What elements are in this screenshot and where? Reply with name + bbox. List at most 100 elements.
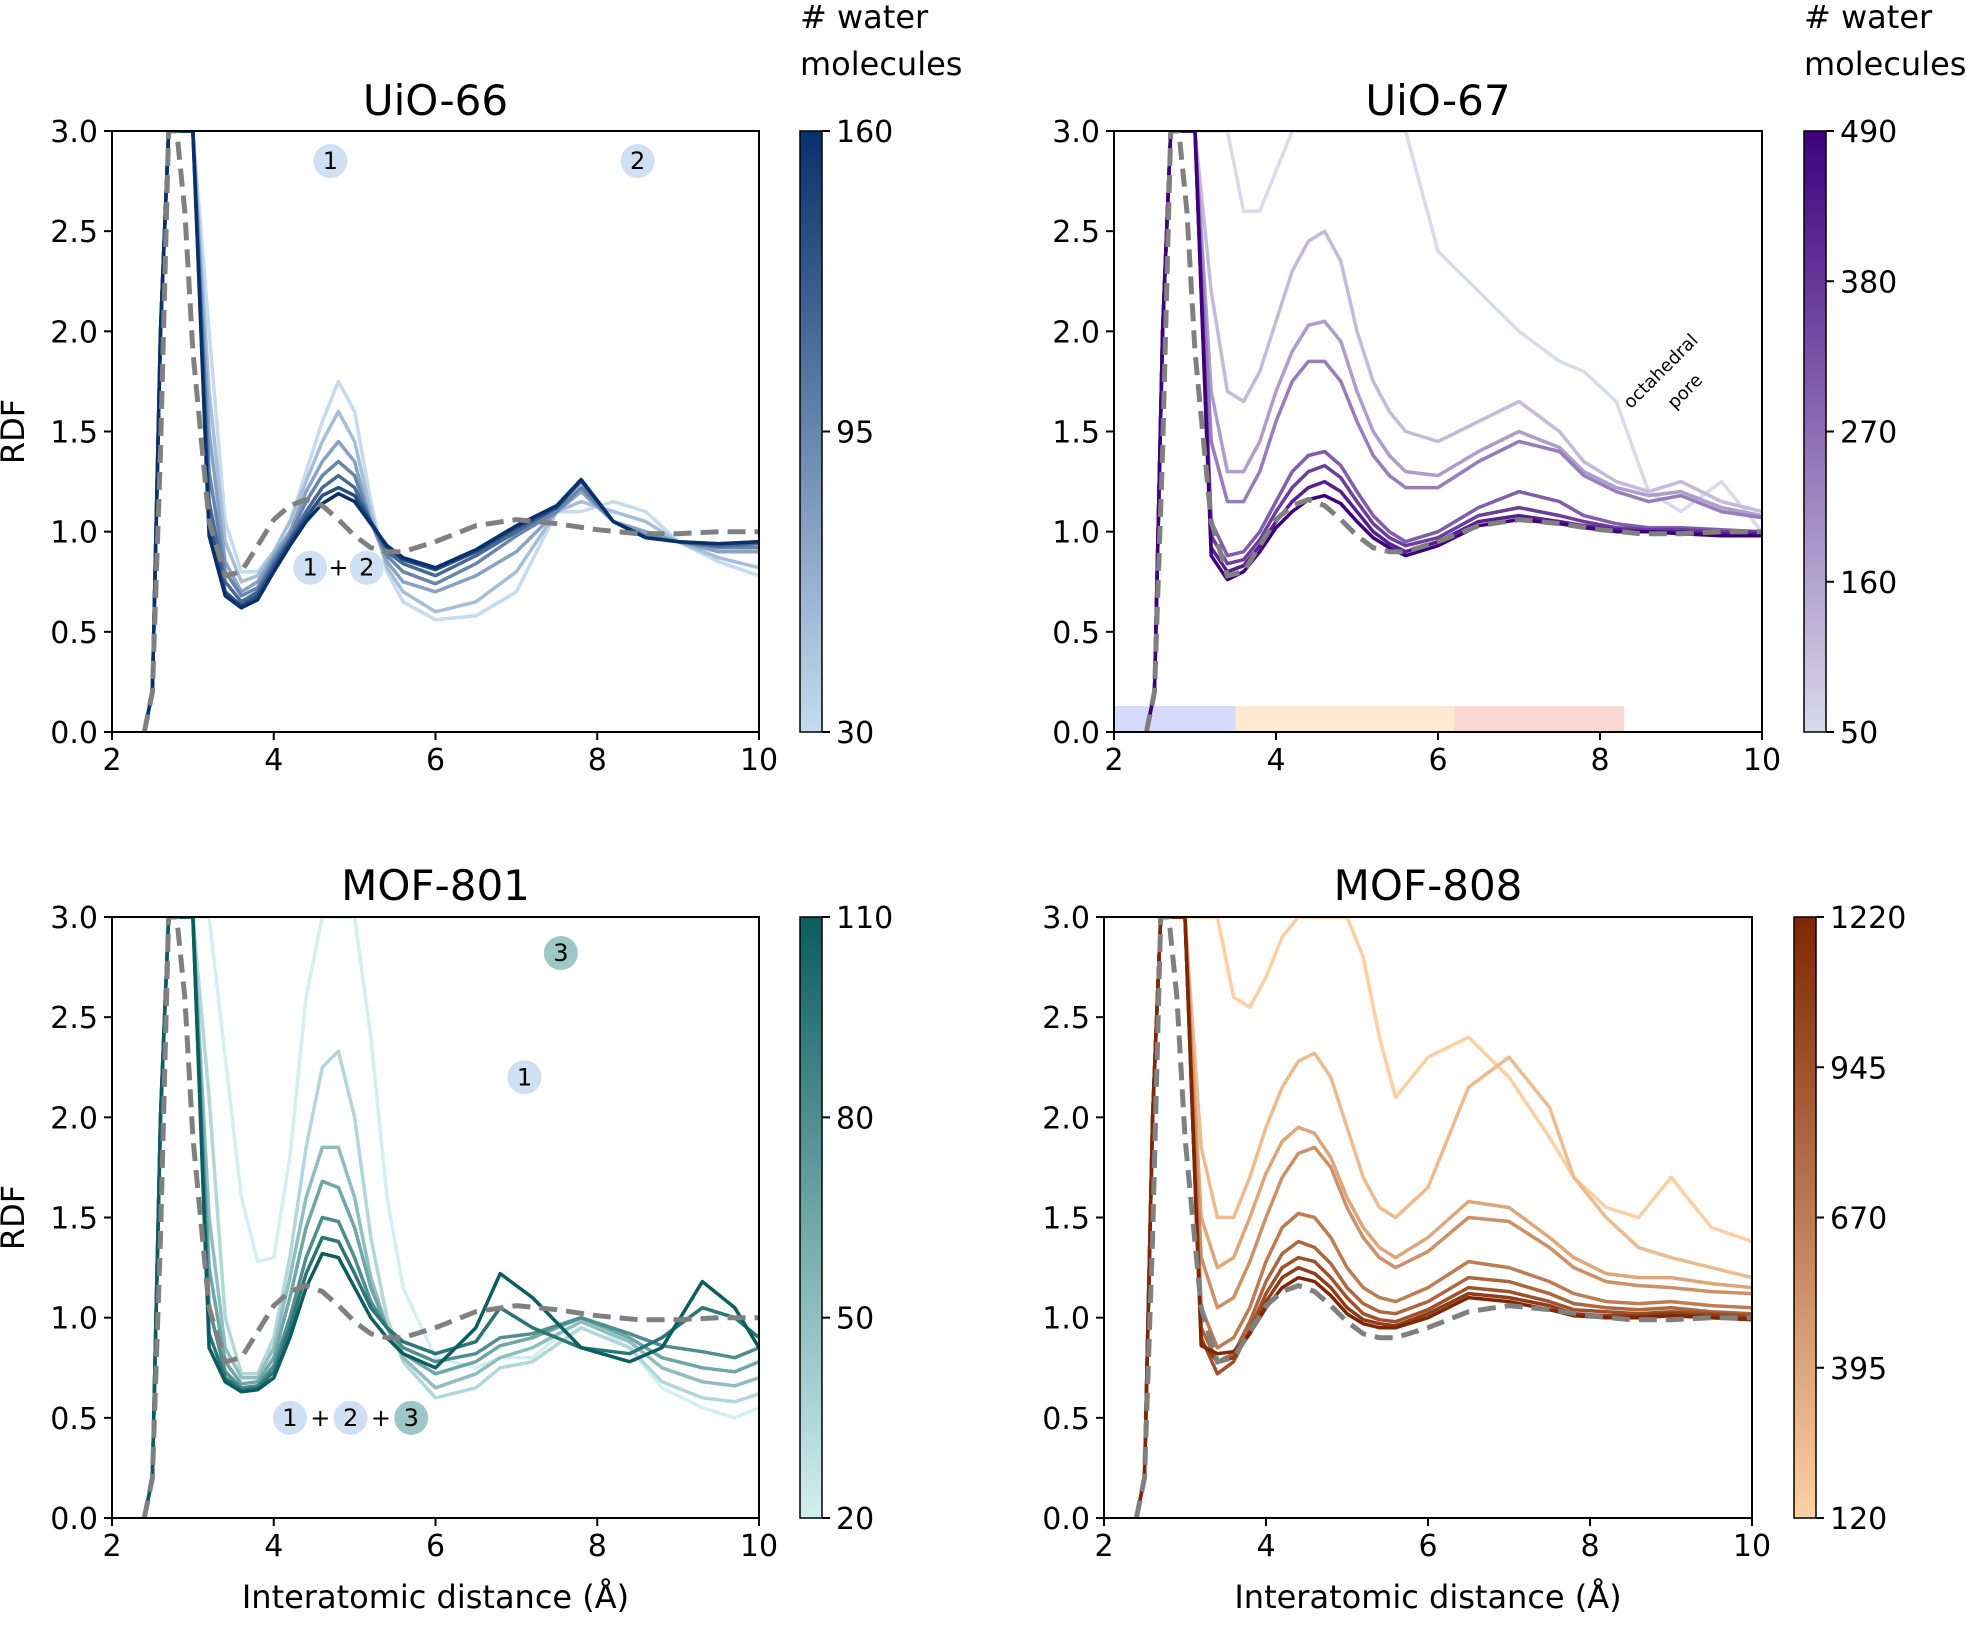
y-tick-label: 1.0 bbox=[50, 516, 98, 551]
series-line bbox=[1134, 917, 1752, 1518]
series-line bbox=[142, 131, 759, 732]
x-tick-label: 6 bbox=[426, 1529, 445, 1564]
series-line bbox=[1144, 131, 1762, 732]
x-tick-label: 10 bbox=[740, 1529, 778, 1564]
reference-line bbox=[1143, 131, 1762, 732]
annotation-label: 1 bbox=[303, 554, 318, 582]
colorbar-tick-label: 270 bbox=[1840, 416, 1897, 451]
x-tick-label: 4 bbox=[264, 743, 283, 778]
y-tick-label: 0.0 bbox=[50, 716, 98, 751]
series-line bbox=[142, 917, 759, 1518]
series-line bbox=[1134, 917, 1752, 1518]
colorbar-tick-label: 380 bbox=[1840, 265, 1897, 300]
chart-title: MOF-801 bbox=[341, 861, 530, 910]
annotation-badge bbox=[620, 144, 655, 179]
annotation-plus: + bbox=[371, 1404, 391, 1432]
colorbar-tick-label: 945 bbox=[1830, 1051, 1887, 1086]
colorbar-title: # water bbox=[1804, 0, 1933, 36]
annotation-badge bbox=[333, 1400, 368, 1435]
series-line bbox=[142, 131, 759, 732]
reference-line bbox=[1133, 917, 1752, 1518]
x-tick-label: 4 bbox=[1256, 1529, 1275, 1564]
y-tick-label: 0.5 bbox=[1052, 616, 1100, 651]
y-tick-label: 1.5 bbox=[50, 1202, 98, 1237]
series-line bbox=[1144, 131, 1762, 732]
y-tick-label: 2.5 bbox=[1042, 1001, 1090, 1036]
series-line bbox=[142, 917, 759, 1518]
series-line bbox=[1144, 131, 1762, 732]
y-tick-label: 1.5 bbox=[1042, 1202, 1090, 1237]
annotation-plus: + bbox=[328, 554, 348, 582]
distance-band bbox=[1454, 706, 1625, 732]
colorbar-tick-label: 50 bbox=[836, 1302, 874, 1337]
colorbar-tick-label: 160 bbox=[836, 115, 893, 150]
series-line bbox=[142, 131, 759, 732]
series-line bbox=[1134, 917, 1752, 1518]
annotation-plus: + bbox=[310, 1404, 330, 1432]
annotation-badge bbox=[349, 550, 384, 585]
y-tick-label: 2.0 bbox=[1042, 1101, 1090, 1136]
series-line bbox=[142, 917, 759, 1518]
y-tick-label: 1.5 bbox=[1052, 416, 1100, 451]
series-line bbox=[1134, 917, 1752, 1518]
y-tick-label: 3.0 bbox=[1052, 115, 1100, 150]
colorbar bbox=[1793, 916, 1817, 1519]
colorbar bbox=[799, 916, 823, 1519]
colorbar-tick-label: 120 bbox=[1830, 1502, 1887, 1537]
x-tick-label: 6 bbox=[426, 743, 445, 778]
chart-title: UiO-66 bbox=[363, 76, 508, 125]
y-tick-label: 0.5 bbox=[1042, 1402, 1090, 1437]
series-line bbox=[142, 131, 759, 732]
chart-panel-3: 3 1 2 3 1 + +2 4 6 8 10 0.0 0.5 1.0 1.5 2.0 2.5 3.0 MOF-80… bbox=[0, 861, 893, 1616]
annotation-badge bbox=[507, 1060, 542, 1095]
series-line bbox=[142, 131, 759, 732]
series-line bbox=[1144, 131, 1762, 732]
colorbar-tick-label: 20 bbox=[836, 1502, 874, 1537]
series-line bbox=[1144, 131, 1762, 732]
y-tick-label: 2.0 bbox=[50, 315, 98, 350]
x-tick-label: 10 bbox=[1733, 1529, 1771, 1564]
x-tick-label: 6 bbox=[1418, 1529, 1437, 1564]
x-tick-label: 2 bbox=[102, 1529, 121, 1564]
annotation-badge bbox=[394, 1400, 429, 1435]
colorbar-tick-label: 1220 bbox=[1830, 901, 1906, 936]
colorbar-tick-label: 490 bbox=[1840, 115, 1897, 150]
colorbar-title: molecules bbox=[1804, 45, 1966, 83]
colorbar-tick-label: 50 bbox=[1840, 716, 1878, 751]
y-tick-label: 2.0 bbox=[50, 1101, 98, 1136]
colorbar-tick-label: 30 bbox=[836, 716, 874, 751]
colorbar-title: molecules bbox=[800, 45, 962, 83]
x-axis-label: Interatomic distance (Å) bbox=[242, 1578, 629, 1616]
annotation-label: 1 bbox=[323, 147, 338, 175]
y-tick-label: 1.0 bbox=[50, 1302, 98, 1337]
distance-band bbox=[1235, 706, 1455, 732]
y-tick-label: 2.5 bbox=[50, 1001, 98, 1036]
colorbar bbox=[1803, 130, 1827, 733]
x-axis-label: Interatomic distance (Å) bbox=[1234, 1578, 1621, 1616]
series-line bbox=[1144, 131, 1762, 732]
y-tick-label: 2.5 bbox=[50, 215, 98, 250]
annotation-label: 3 bbox=[553, 939, 568, 967]
y-axis-label: RDF bbox=[0, 399, 32, 464]
x-tick-label: 4 bbox=[1266, 743, 1285, 778]
x-tick-label: 4 bbox=[264, 1529, 283, 1564]
y-tick-label: 1.5 bbox=[50, 416, 98, 451]
series-line bbox=[142, 131, 759, 732]
x-tick-label: 8 bbox=[588, 1529, 607, 1564]
y-tick-label: 3.0 bbox=[1042, 901, 1090, 936]
x-tick-label: 2 bbox=[1104, 743, 1123, 778]
y-tick-label: 0.0 bbox=[1042, 1502, 1090, 1537]
x-tick-label: 2 bbox=[102, 743, 121, 778]
colorbar bbox=[799, 130, 823, 733]
series-line bbox=[1134, 917, 1752, 1518]
series-line bbox=[1134, 917, 1752, 1518]
colorbar-tick-label: 670 bbox=[1830, 1202, 1887, 1237]
y-tick-label: 0.5 bbox=[50, 1402, 98, 1437]
x-tick-label: 6 bbox=[1428, 743, 1447, 778]
series-line bbox=[142, 917, 759, 1518]
series-line bbox=[142, 917, 759, 1518]
x-tick-label: 8 bbox=[1590, 743, 1609, 778]
